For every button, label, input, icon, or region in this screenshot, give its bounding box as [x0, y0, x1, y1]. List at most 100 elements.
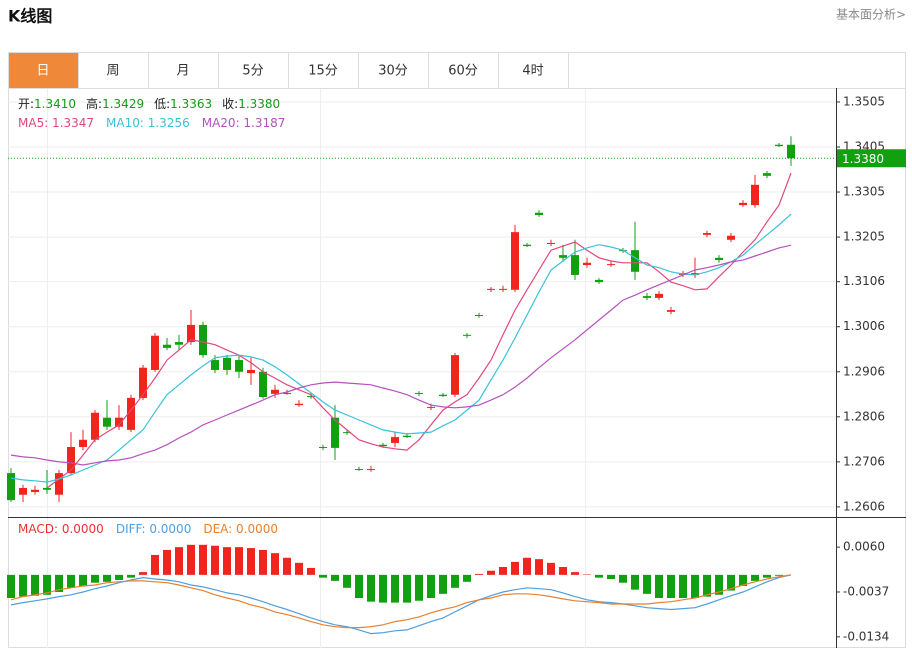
y-tick-label: 1.3305: [843, 185, 885, 199]
macd-bar: [283, 557, 291, 575]
tab-label[interactable]: 日: [36, 64, 49, 79]
tab-label[interactable]: 周: [106, 64, 119, 79]
candle-body: [115, 417, 123, 427]
tab-label[interactable]: 4时: [522, 64, 543, 79]
candle-body: [583, 262, 591, 266]
tab-background[interactable]: [8, 52, 79, 89]
macd-bar: [79, 574, 87, 586]
candle-body: [127, 397, 135, 430]
candle-body: [55, 473, 63, 495]
info-label: 收:: [222, 97, 238, 111]
indicator-line: [10, 574, 792, 629]
info-label: 开:: [18, 97, 34, 111]
macd-bar: [751, 574, 759, 581]
info-value: 1.3380: [238, 97, 280, 111]
candle-body: [775, 144, 783, 147]
candle-body: [403, 435, 411, 438]
macd-bar: [307, 567, 315, 575]
candle-body: [43, 487, 51, 490]
tab-label[interactable]: 60分: [448, 64, 478, 79]
macd-bar: [619, 574, 627, 583]
macd-bar: [547, 562, 555, 575]
tab-label[interactable]: 月: [176, 64, 189, 79]
candle-body: [631, 250, 639, 272]
candle-body: [655, 293, 663, 298]
macd-bar: [7, 574, 15, 598]
macd-bar: [415, 574, 423, 601]
macd-bar: [535, 559, 543, 575]
tab-background[interactable]: [78, 52, 149, 89]
macd-bar: [355, 574, 363, 598]
candle-body: [499, 288, 507, 290]
last-price-tag: [836, 149, 906, 168]
candle-body: [751, 184, 759, 206]
tab-background[interactable]: [218, 52, 289, 89]
candle-body: [595, 279, 603, 283]
candle-body: [223, 357, 231, 370]
y-tick-label: 1.2806: [843, 409, 885, 423]
candle-body: [727, 235, 735, 240]
tab-background[interactable]: [498, 52, 569, 89]
macd-bar: [427, 574, 435, 598]
candle-body: [91, 412, 99, 440]
y-tick-label: 1.2906: [843, 364, 885, 378]
macd-bar: [175, 547, 183, 575]
macd-bar: [403, 574, 411, 603]
macd-bar: [343, 574, 351, 588]
candle-body: [199, 324, 207, 356]
candle-body: [703, 233, 711, 235]
macd-bar: [187, 544, 195, 575]
tab-background[interactable]: [148, 52, 219, 89]
info-value: 1.3410: [34, 97, 76, 111]
candle-body: [247, 369, 255, 374]
candle-body: [163, 344, 171, 348]
macd-bar: [199, 544, 207, 575]
chart-frame: [8, 52, 906, 648]
candle-body: [235, 360, 243, 372]
y-tick-label: 1.3205: [843, 230, 885, 244]
legend: MACD: 0.0000 DIFF: 0.0000 DEA: 0.0000: [18, 522, 278, 536]
macd-bar: [439, 574, 447, 594]
macd-bar: [559, 567, 567, 575]
candle-body: [535, 212, 543, 216]
macd-bar: [367, 574, 375, 602]
candle-body: [19, 487, 27, 495]
ohlc-info: 开:1.3410 高:1.3429 低:1.3363 收:1.3380: [18, 96, 280, 111]
macd-bar: [67, 574, 75, 588]
macd-bar: [463, 574, 471, 582]
macd-bar: [31, 574, 39, 596]
tab-background[interactable]: [358, 52, 429, 89]
macd-bar: [379, 574, 387, 603]
candle-body: [691, 273, 699, 275]
candle-body: [31, 489, 39, 493]
legend: MA5: 1.3347 MA10: 1.3256 MA20: 1.3187: [18, 116, 285, 130]
macd-bar: [295, 562, 303, 575]
macd-bar: [103, 574, 111, 582]
candle-body: [175, 342, 183, 345]
y-tick-label: 1.2706: [843, 454, 885, 468]
candle-body: [319, 446, 327, 448]
candle-body: [271, 389, 279, 394]
macd-bar: [211, 545, 219, 575]
macd-bar: [127, 574, 135, 578]
tab-label[interactable]: 5分: [242, 64, 263, 79]
macd-bar: [331, 574, 339, 581]
y-tick-label: 0.0060: [843, 540, 885, 554]
macd-bar: [571, 572, 579, 575]
legend-entry: MA10: 1.3256: [106, 116, 190, 130]
legend-entry: MACD: 0.0000: [18, 522, 104, 536]
tab-label[interactable]: 30分: [378, 64, 408, 79]
y-tick-label: 1.3505: [843, 94, 885, 108]
candle-body: [787, 144, 795, 159]
candle-body: [463, 334, 471, 336]
candle-body: [187, 324, 195, 343]
candle-body: [67, 446, 75, 474]
candle-body: [151, 335, 159, 370]
macd-bar: [691, 574, 699, 598]
fundamental-link[interactable]: 基本面分析>: [836, 8, 906, 22]
y-tick-label: 1.2606: [843, 499, 885, 513]
candle-body: [571, 255, 579, 275]
tab-label[interactable]: 15分: [308, 64, 338, 79]
